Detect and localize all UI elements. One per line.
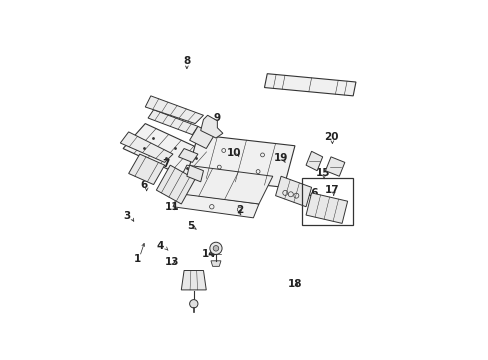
Text: 6: 6 <box>140 180 147 190</box>
Text: 3: 3 <box>123 211 131 221</box>
Text: 18: 18 <box>287 279 302 289</box>
Polygon shape <box>128 154 164 185</box>
Text: 8: 8 <box>183 56 190 66</box>
Text: 2: 2 <box>235 204 243 215</box>
Text: 16: 16 <box>304 188 318 198</box>
Text: 4: 4 <box>157 240 164 251</box>
Text: 20: 20 <box>323 132 338 143</box>
Polygon shape <box>181 270 206 290</box>
Polygon shape <box>148 110 198 135</box>
Polygon shape <box>145 96 203 123</box>
Polygon shape <box>173 165 272 204</box>
Text: 19: 19 <box>273 153 288 163</box>
Polygon shape <box>120 132 173 162</box>
Polygon shape <box>275 176 311 207</box>
Polygon shape <box>173 193 259 218</box>
Text: 9: 9 <box>213 113 221 123</box>
Polygon shape <box>210 261 221 266</box>
Bar <box>301 177 352 225</box>
Text: 12: 12 <box>178 174 192 184</box>
Polygon shape <box>305 151 322 171</box>
Text: 14: 14 <box>202 249 216 259</box>
Text: 11: 11 <box>164 202 179 212</box>
Polygon shape <box>123 123 217 182</box>
Polygon shape <box>186 165 203 182</box>
Polygon shape <box>186 135 294 187</box>
Text: 1: 1 <box>133 255 140 264</box>
Text: 15: 15 <box>315 168 329 179</box>
Polygon shape <box>189 126 214 149</box>
Polygon shape <box>305 193 347 223</box>
Circle shape <box>189 300 198 308</box>
Text: 7: 7 <box>162 159 169 169</box>
Polygon shape <box>200 115 223 138</box>
Polygon shape <box>178 149 198 162</box>
Text: 17: 17 <box>325 185 339 195</box>
Text: 10: 10 <box>226 148 241 158</box>
Text: 13: 13 <box>164 257 179 267</box>
Circle shape <box>213 246 218 251</box>
Polygon shape <box>325 157 344 176</box>
Text: 5: 5 <box>187 221 194 231</box>
Polygon shape <box>156 165 195 204</box>
Polygon shape <box>264 74 355 96</box>
Circle shape <box>209 242 222 255</box>
